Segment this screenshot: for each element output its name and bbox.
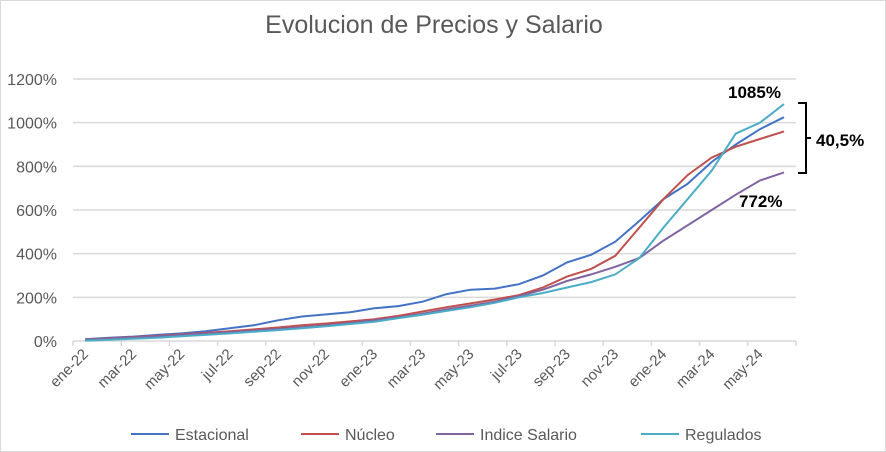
series-line-estacional — [84, 116, 785, 341]
x-tick-label: mar-22 — [94, 346, 140, 392]
y-tick-label: 800% — [16, 159, 57, 176]
y-tick-label: 1000% — [7, 116, 57, 133]
legend-label: Núcleo — [345, 427, 395, 444]
series-line-núcleo — [84, 130, 785, 341]
x-tick-label: nov-22 — [288, 346, 332, 390]
annotation-gap-value: 40,5% — [816, 131, 864, 150]
x-tick-label: may-23 — [430, 346, 477, 393]
chart-title: Evolucion de Precios y Salario — [265, 11, 603, 39]
x-tick-label: sep-22 — [240, 346, 284, 390]
series-line-indice-salario — [84, 171, 785, 342]
annotation-top-value: 1085% — [728, 83, 781, 102]
y-tick-label: 1200% — [7, 72, 57, 89]
y-tick-label: 0% — [34, 334, 57, 351]
y-tick-label: 200% — [16, 290, 57, 307]
legend-label: Regulados — [685, 427, 762, 444]
x-tick-label: may-22 — [141, 346, 188, 393]
x-tick-label: may-24 — [719, 346, 766, 393]
series-line-regulados — [84, 103, 785, 342]
x-tick-label: ene-23 — [336, 346, 381, 391]
gap-bracket — [798, 102, 811, 174]
legend-label: Estacional — [175, 427, 249, 444]
x-tick-label: sep-23 — [529, 346, 573, 390]
x-tick-label: nov-23 — [578, 346, 622, 390]
legend-label: Indice Salario — [480, 427, 577, 444]
x-tick-label: jul-23 — [487, 346, 526, 385]
x-tick-label: ene-22 — [47, 346, 92, 391]
x-tick-label: jul-22 — [198, 346, 237, 385]
x-tick-label: mar-23 — [384, 346, 430, 392]
x-tick-label: ene-24 — [625, 346, 670, 391]
annotation-bottom-value: 772% — [739, 192, 782, 211]
y-tick-label: 600% — [16, 203, 57, 220]
x-tick-label: mar-24 — [673, 346, 719, 392]
y-tick-label: 400% — [16, 247, 57, 264]
